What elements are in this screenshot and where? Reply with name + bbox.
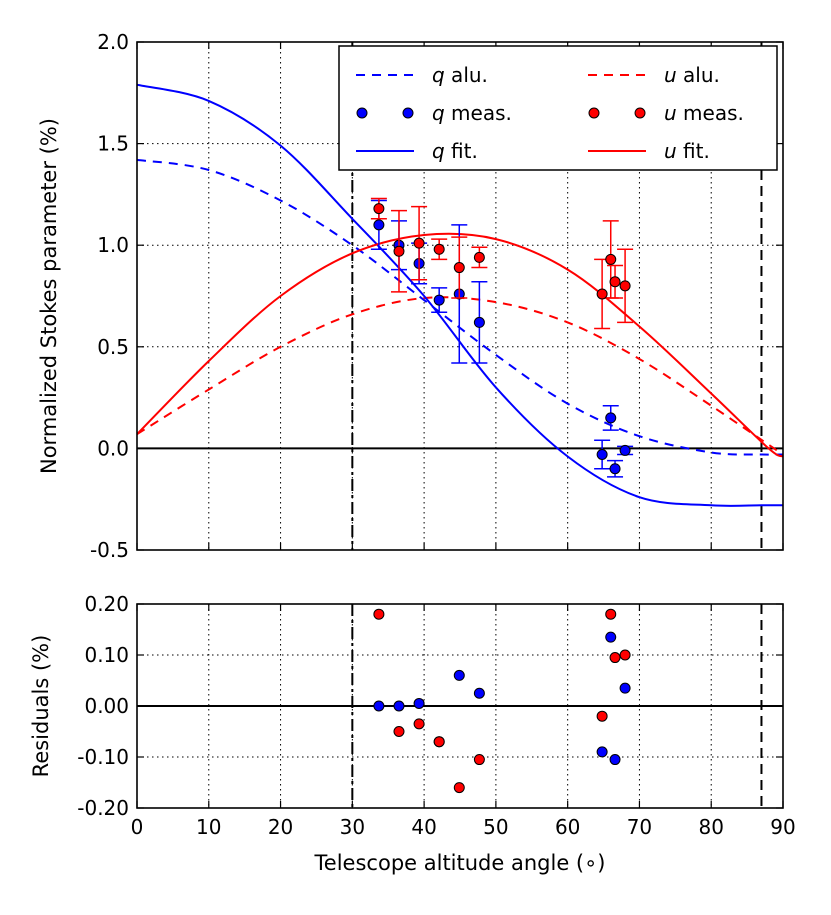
legend-entry-q-meas-marker bbox=[402, 107, 414, 119]
q-residuals-point bbox=[413, 697, 425, 709]
residuals-ylabel: Residuals (%) bbox=[29, 635, 53, 778]
xtick-label: 30 bbox=[340, 815, 365, 839]
xtick-label: 60 bbox=[555, 815, 580, 839]
u-meas-point bbox=[453, 262, 465, 274]
series-line-q-alu bbox=[137, 158, 783, 456]
residuals-reference-lines bbox=[137, 604, 783, 808]
legend-box bbox=[338, 45, 778, 171]
res-ytick-label: -0.20 bbox=[77, 796, 129, 820]
legend-entry-u-meas-label: u meas. bbox=[664, 101, 744, 125]
legend-entry-q-fit-label: q fit. bbox=[432, 139, 478, 163]
q-residuals-point bbox=[473, 687, 485, 699]
u-meas-point bbox=[433, 243, 445, 255]
xtick-label: 70 bbox=[627, 815, 652, 839]
main-frame bbox=[136, 41, 784, 551]
legend: q alu. u alu. q meas. u meas. q fit. u fit. bbox=[338, 45, 778, 171]
residuals-xlabel: Telescope altitude angle (∘) bbox=[314, 851, 606, 875]
main-ytick-label: -0.5 bbox=[90, 538, 129, 562]
u-residuals-point bbox=[619, 649, 631, 661]
legend-entry-u-meas-marker bbox=[634, 107, 646, 119]
q-residuals-point bbox=[393, 700, 405, 712]
main-ylabel: Normalized Stokes parameter (%) bbox=[37, 118, 61, 474]
q-meas-point bbox=[473, 316, 485, 328]
main-ytick-label: 2.0 bbox=[97, 30, 129, 54]
q-meas-point bbox=[609, 463, 621, 475]
u-meas-point bbox=[619, 280, 631, 292]
q-residuals-point bbox=[596, 746, 608, 758]
u-meas-point bbox=[473, 251, 485, 263]
u-residuals-point bbox=[373, 608, 385, 620]
q-residuals-point bbox=[605, 631, 617, 643]
xtick-label: 50 bbox=[483, 815, 508, 839]
res-ytick-label: -0.10 bbox=[77, 745, 129, 769]
q-meas-point bbox=[433, 294, 445, 306]
main-markers bbox=[370, 197, 634, 478]
legend-entry-u-alu-label: u alu. bbox=[664, 63, 720, 87]
u-meas-point bbox=[609, 276, 621, 288]
u-meas-point bbox=[373, 203, 385, 215]
xtick-label: 20 bbox=[268, 815, 293, 839]
series-line-u-fit bbox=[137, 232, 783, 458]
res-ytick-label: 0.10 bbox=[84, 643, 129, 667]
legend-entry-q-meas-marker bbox=[356, 107, 368, 119]
legend-entry-q-meas-label: q meas. bbox=[432, 101, 512, 125]
main-ytick-label: 1.0 bbox=[97, 233, 129, 257]
u-residuals-point bbox=[433, 736, 445, 748]
u-meas-point bbox=[413, 237, 425, 249]
u-residuals-point bbox=[605, 608, 617, 620]
res-ytick-label: 0.20 bbox=[84, 592, 129, 616]
residuals-ticks: -0.20 -0.10 0.00 0.10 0.20 0 10 20 30 40 50 60 70 80 9… bbox=[77, 592, 795, 839]
u-residuals-point bbox=[393, 726, 405, 737]
u-residuals-point bbox=[453, 782, 465, 794]
u-residuals-point bbox=[609, 652, 621, 664]
xtick-label: 80 bbox=[698, 815, 723, 839]
main-ytick-label: 0.0 bbox=[97, 436, 129, 460]
xtick-label: 10 bbox=[196, 815, 221, 839]
res-ytick-label: 0.00 bbox=[84, 694, 129, 718]
u-residuals-point bbox=[596, 710, 608, 722]
xtick-label: 0 bbox=[131, 815, 144, 839]
q-meas-point bbox=[596, 448, 608, 460]
series-line-q-fit bbox=[137, 83, 783, 507]
q-residuals-point bbox=[619, 682, 631, 694]
q-meas-point bbox=[619, 444, 631, 456]
q-meas-point bbox=[605, 412, 617, 424]
u-meas-point bbox=[596, 288, 608, 300]
residuals-panel: -0.20 -0.10 0.00 0.10 0.20 0 10 20 30 40 50 60 70 80 9… bbox=[29, 592, 796, 875]
q-residuals-point bbox=[609, 754, 621, 766]
legend-entry-q-alu-label: q alu. bbox=[432, 63, 488, 87]
u-meas-point bbox=[605, 253, 617, 265]
legend-entry-u-meas-marker bbox=[588, 107, 600, 119]
xtick-label: 40 bbox=[411, 815, 436, 839]
q-residuals-point bbox=[373, 700, 385, 712]
u-meas-point bbox=[393, 245, 405, 257]
q-meas-point bbox=[373, 219, 385, 231]
main-ytick-label: 1.5 bbox=[97, 132, 129, 156]
u-residuals-point bbox=[413, 718, 425, 730]
q-residuals-point bbox=[453, 669, 465, 681]
legend-entry-u-fit-label: u fit. bbox=[664, 139, 710, 163]
main-ytick-label: 0.5 bbox=[97, 335, 129, 359]
xtick-label: 90 bbox=[770, 815, 795, 839]
u-residuals-point bbox=[473, 754, 485, 766]
residuals-data bbox=[373, 608, 631, 794]
main-panel: -0.5 0.0 0.5 1.0 1.5 2.0 Normalized Stokes pa… bbox=[37, 30, 784, 562]
